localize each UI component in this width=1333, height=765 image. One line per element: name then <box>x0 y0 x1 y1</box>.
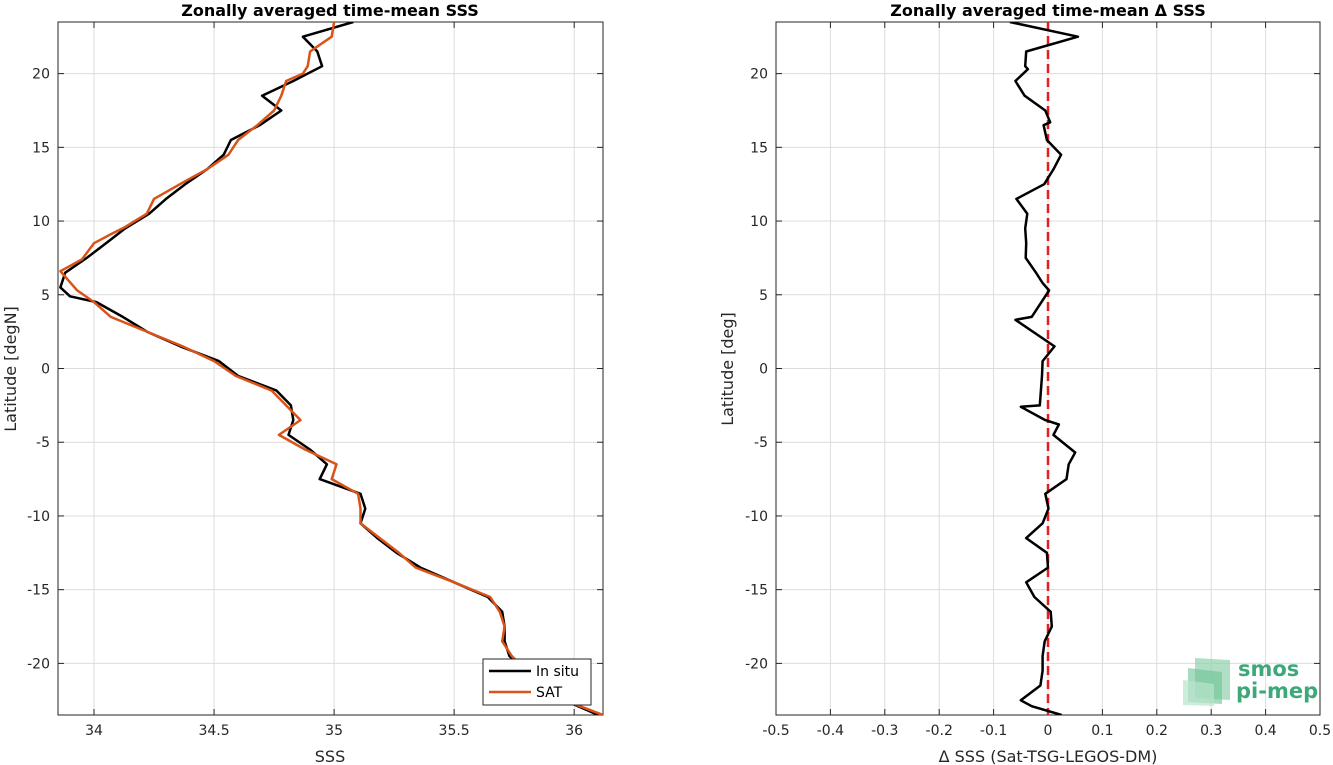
left-x-tick-label: 36 <box>565 723 583 739</box>
left-y-tick-label: 5 <box>41 288 50 304</box>
right-y-tick-label: 10 <box>750 214 768 230</box>
left-chart-title: Zonally averaged time-mean SSS <box>181 1 479 20</box>
left-y-tick-label: 20 <box>32 67 50 83</box>
right-y-tick-labels: -20 -15 -10 -5 0 5 10 15 20 <box>745 67 1320 672</box>
logo-mark-icon <box>1183 658 1230 706</box>
right-y-tick-label: 5 <box>759 288 768 304</box>
left-y-axis-label: Latitude [degN] <box>1 306 20 432</box>
right-x-tick-labels: -0.5 -0.4 -0.3 -0.2 -0.1 0 0.1 0.2 0.3 0.4 0.5 <box>762 22 1331 739</box>
left-x-tick-labels: 34 34.5 35 35.5 36 <box>85 22 583 739</box>
left-x-tick-label: 35 <box>325 723 343 739</box>
right-y-tick-label: -20 <box>745 656 768 672</box>
right-x-tick-label: 0.5 <box>1309 723 1331 739</box>
right-x-tick-label: -0.2 <box>926 723 953 739</box>
right-y-tick-label: 0 <box>759 362 768 378</box>
right-series-lines <box>1009 22 1080 715</box>
right-x-tick-label: 0.2 <box>1146 723 1168 739</box>
left-y-tick-label: 15 <box>32 140 50 156</box>
right-y-tick-label: 20 <box>750 67 768 83</box>
legend: In situ SAT <box>482 658 592 706</box>
left-y-tick-label: -15 <box>27 583 50 599</box>
left-series-sat-line <box>59 22 603 715</box>
right-series-delta-line <box>1009 22 1080 715</box>
left-y-tick-labels: -20 -15 -10 -5 0 5 10 15 20 <box>27 67 603 672</box>
left-y-tick-label: -20 <box>27 656 50 672</box>
right-x-tick-label: 0.4 <box>1254 723 1276 739</box>
logo-text-smos: smos <box>1238 657 1299 681</box>
left-x-tick-label: 34.5 <box>198 723 229 739</box>
right-x-tick-label: -0.5 <box>762 723 789 739</box>
left-y-tick-label: 0 <box>41 362 50 378</box>
left-y-tick-label: 10 <box>32 214 50 230</box>
right-y-tick-label: -10 <box>745 509 768 525</box>
right-x-tick-label: 0.1 <box>1091 723 1113 739</box>
right-x-tick-label: -0.3 <box>871 723 898 739</box>
chart-right-delta-sss: -0.5 -0.4 -0.3 -0.2 -0.1 0 0.1 0.2 0.3 0.4 0.5 -20… <box>718 1 1331 765</box>
right-chart-title: Zonally averaged time-mean Δ SSS <box>890 1 1206 20</box>
right-y-axis-label: Latitude [deg] <box>718 312 737 426</box>
right-y-tick-label: -15 <box>745 583 768 599</box>
left-y-tick-label: -5 <box>36 435 50 451</box>
left-x-tick-label: 34 <box>85 723 103 739</box>
left-grid <box>58 22 603 715</box>
legend-box <box>482 658 592 706</box>
right-x-tick-label: 0 <box>1044 723 1053 739</box>
left-x-axis-label: SSS <box>315 747 345 765</box>
legend-label-in-situ: In situ <box>536 664 579 680</box>
left-x-tick-label: 35.5 <box>439 723 470 739</box>
right-x-tick-label: 0.3 <box>1200 723 1222 739</box>
left-series-lines <box>59 22 603 715</box>
right-x-axis-label: Δ SSS (Sat-TSG-LEGOS-DM) <box>939 747 1158 765</box>
right-y-tick-label: 15 <box>750 140 768 156</box>
left-y-tick-label: -10 <box>27 509 50 525</box>
right-x-tick-label: -0.1 <box>980 723 1007 739</box>
right-y-tick-label: -5 <box>754 435 768 451</box>
chart-left-sss: 34 34.5 35 35.5 36 -20 -15 -10 -5 0 5 10 15 20 Zonal… <box>1 1 604 765</box>
legend-label-sat: SAT <box>536 685 563 701</box>
right-x-tick-label: -0.4 <box>817 723 844 739</box>
logo-text-pi-mep: pi-mep <box>1236 679 1318 703</box>
smos-pi-mep-logo: smos pi-mep <box>1183 657 1318 706</box>
